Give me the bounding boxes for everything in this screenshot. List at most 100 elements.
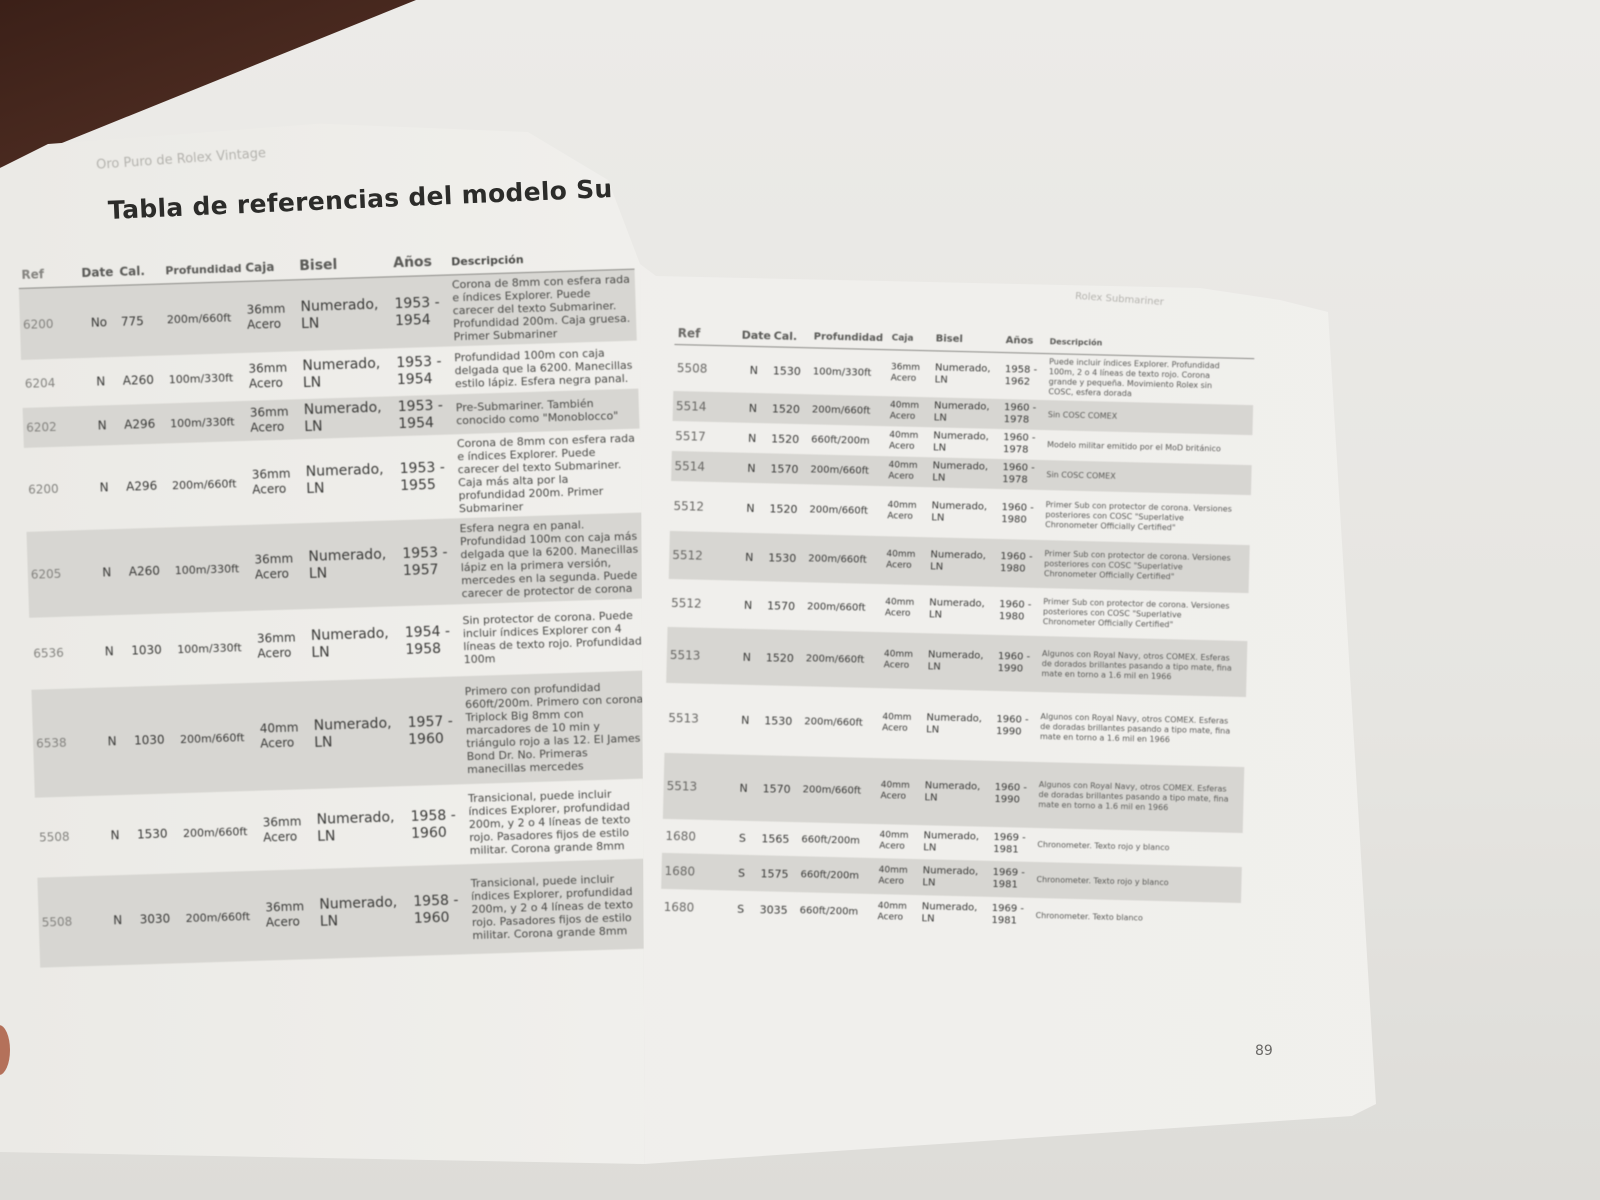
cell-caja: 40mm Acero	[879, 712, 924, 735]
cell-anos-line: 1954	[398, 415, 435, 433]
cell-bisel: Numerado, LN	[926, 597, 997, 623]
cell-ref: 1680	[664, 863, 696, 879]
cell-bisel: Numerado, LN	[299, 355, 394, 392]
cell-cal: 1570	[766, 598, 796, 613]
cell-caja-line: Acero	[257, 645, 292, 661]
cell-profundidad: 660ft/200m	[799, 904, 859, 918]
cell-bisel-line: Numerado,	[310, 625, 389, 644]
cell-anos-line: 1960	[407, 730, 445, 748]
cell-anos: 1960 -1980	[997, 551, 1042, 576]
cell-ref: 5512	[673, 499, 705, 514]
cell-anos-line: 1969 -	[993, 831, 1026, 844]
cell-date: N	[107, 734, 117, 749]
cell-profundidad: 200m/660ft	[805, 652, 865, 666]
cell-caja: 36mm Acero	[243, 301, 298, 333]
cell-caja-line: Acero	[890, 373, 917, 384]
cell-caja-line: 36mm	[254, 551, 294, 567]
cell-cal: 1530	[136, 826, 168, 842]
cell-profundidad: 100m/330ft	[174, 561, 240, 577]
cell-caja-line: Acero	[880, 791, 907, 802]
cell-bisel: Numerado, LN	[301, 399, 396, 436]
cell-descripcion: Transicional, puede incluir índices Expl…	[470, 872, 634, 942]
cell-bisel: Numerado, LN	[930, 430, 1001, 456]
cell-caja: 40mm Acero	[874, 901, 919, 924]
cell-bisel-line: LN	[928, 609, 943, 621]
running-head: Rolex Submariner	[1074, 290, 1165, 309]
cell-profundidad: 200m/660ft	[804, 715, 863, 729]
cell-descripcion: Profundidad 100m con caja delgada que la…	[454, 346, 633, 390]
cell-anos: 1958 -1962	[1001, 364, 1046, 389]
cell-anos-line: 1953 -	[394, 294, 440, 312]
cell-descripcion: Pre-Submariner. También conocido como "M…	[455, 396, 619, 428]
cell-descripcion: Chronometer. Texto rojo y blanco	[1036, 874, 1169, 888]
cell-ref: 5508	[38, 829, 70, 845]
cell-anos-line: 1954	[394, 311, 431, 329]
cell-caja-line: Acero	[260, 735, 295, 751]
cell-caja-line: Acero	[888, 441, 915, 452]
cell-profundidad: 100m/330ft	[169, 414, 235, 430]
cell-caja-line: Acero	[882, 723, 908, 734]
cell-anos-line: 1980	[1001, 514, 1027, 526]
cell-caja: 36mm Acero	[247, 404, 302, 436]
cell-caja-line: 40mm	[877, 901, 907, 912]
cell-caja: 36mm Acero	[254, 630, 309, 662]
cell-bisel-line: LN	[922, 877, 936, 889]
cell-profundidad: 100m/330ft	[177, 640, 242, 656]
cell-bisel-line: LN	[923, 842, 937, 854]
cell-caja-line: 36mm	[249, 404, 289, 420]
cell-anos-line: 1960	[413, 909, 450, 927]
cell-profundidad: 200m/660ft	[806, 600, 866, 614]
cell-profundidad: 660ft/200m	[811, 433, 870, 447]
cell-caja-line: 40mm	[886, 549, 916, 560]
cell-cal: 1030	[131, 642, 163, 658]
cell-ref: 5512	[672, 548, 704, 563]
cell-anos-line: 1960 -	[1002, 462, 1035, 474]
cell-bisel-line: LN	[314, 734, 333, 751]
cell-caja-line: Acero	[262, 829, 298, 845]
cell-caja-line: Acero	[877, 912, 904, 923]
cell-cal: 1520	[769, 501, 798, 516]
cell-cal: 1520	[765, 650, 794, 665]
cell-descripcion: Primer Sub con protector de corona. Vers…	[1043, 549, 1231, 582]
cell-anos-line: 1981	[991, 914, 1018, 927]
cell-anos: 1958 -1960	[407, 807, 466, 843]
cell-caja-line: 36mm	[248, 360, 288, 376]
cell-anos: 1969 -1981	[990, 832, 1035, 857]
cell-ref: 1680	[663, 899, 695, 915]
cell-cal: 1565	[761, 831, 790, 846]
cell-profundidad: 200m/660ft	[808, 552, 867, 566]
cell-caja-line: 40mm	[889, 400, 920, 411]
cell-profundidad: 200m/660ft	[809, 503, 869, 517]
cell-bisel: Numerado, LN	[302, 461, 397, 498]
cell-caja-line: Acero	[248, 375, 284, 391]
reference-table-left: Ref Date Cal. Profundidad Caja Bisel Año…	[18, 242, 645, 968]
cell-caja-line: 40mm	[885, 597, 915, 608]
cell-ref: 5513	[669, 647, 701, 663]
cell-caja-line: 40mm	[259, 720, 299, 736]
cell-date: N	[110, 828, 120, 843]
cell-caja: 40mm Acero	[885, 460, 930, 483]
cell-cal: 1530	[768, 550, 797, 565]
cell-caja: 40mm Acero	[883, 549, 928, 572]
cell-anos-line: 1990	[997, 662, 1024, 675]
header-date: Date	[81, 265, 114, 281]
cell-bisel: Numerado, LN	[919, 865, 990, 891]
cell-caja-line: Acero	[254, 566, 290, 582]
cell-date: S	[737, 902, 745, 916]
cell-ref: 6205	[30, 566, 62, 582]
page-number: 89	[1255, 1043, 1273, 1059]
cell-bisel: Numerado, LN	[929, 460, 1000, 486]
header-bisel: Bisel	[935, 333, 964, 346]
cell-bisel-line: LN	[300, 315, 320, 332]
cell-bisel: Numerado, LN	[924, 649, 995, 675]
cell-caja-line: Acero	[883, 660, 910, 671]
cell-bisel-line: LN	[933, 412, 947, 424]
cell-cal: A296	[123, 416, 156, 432]
cell-anos-line: 1960 -	[996, 713, 1029, 726]
cell-bisel-line: LN	[921, 913, 935, 925]
cell-date: N	[739, 781, 748, 795]
cell-date: N	[747, 461, 756, 475]
cell-bisel: Numerado, LN	[313, 809, 408, 846]
header-cal: Cal.	[773, 328, 798, 343]
cell-anos-line: 1990	[994, 793, 1021, 806]
